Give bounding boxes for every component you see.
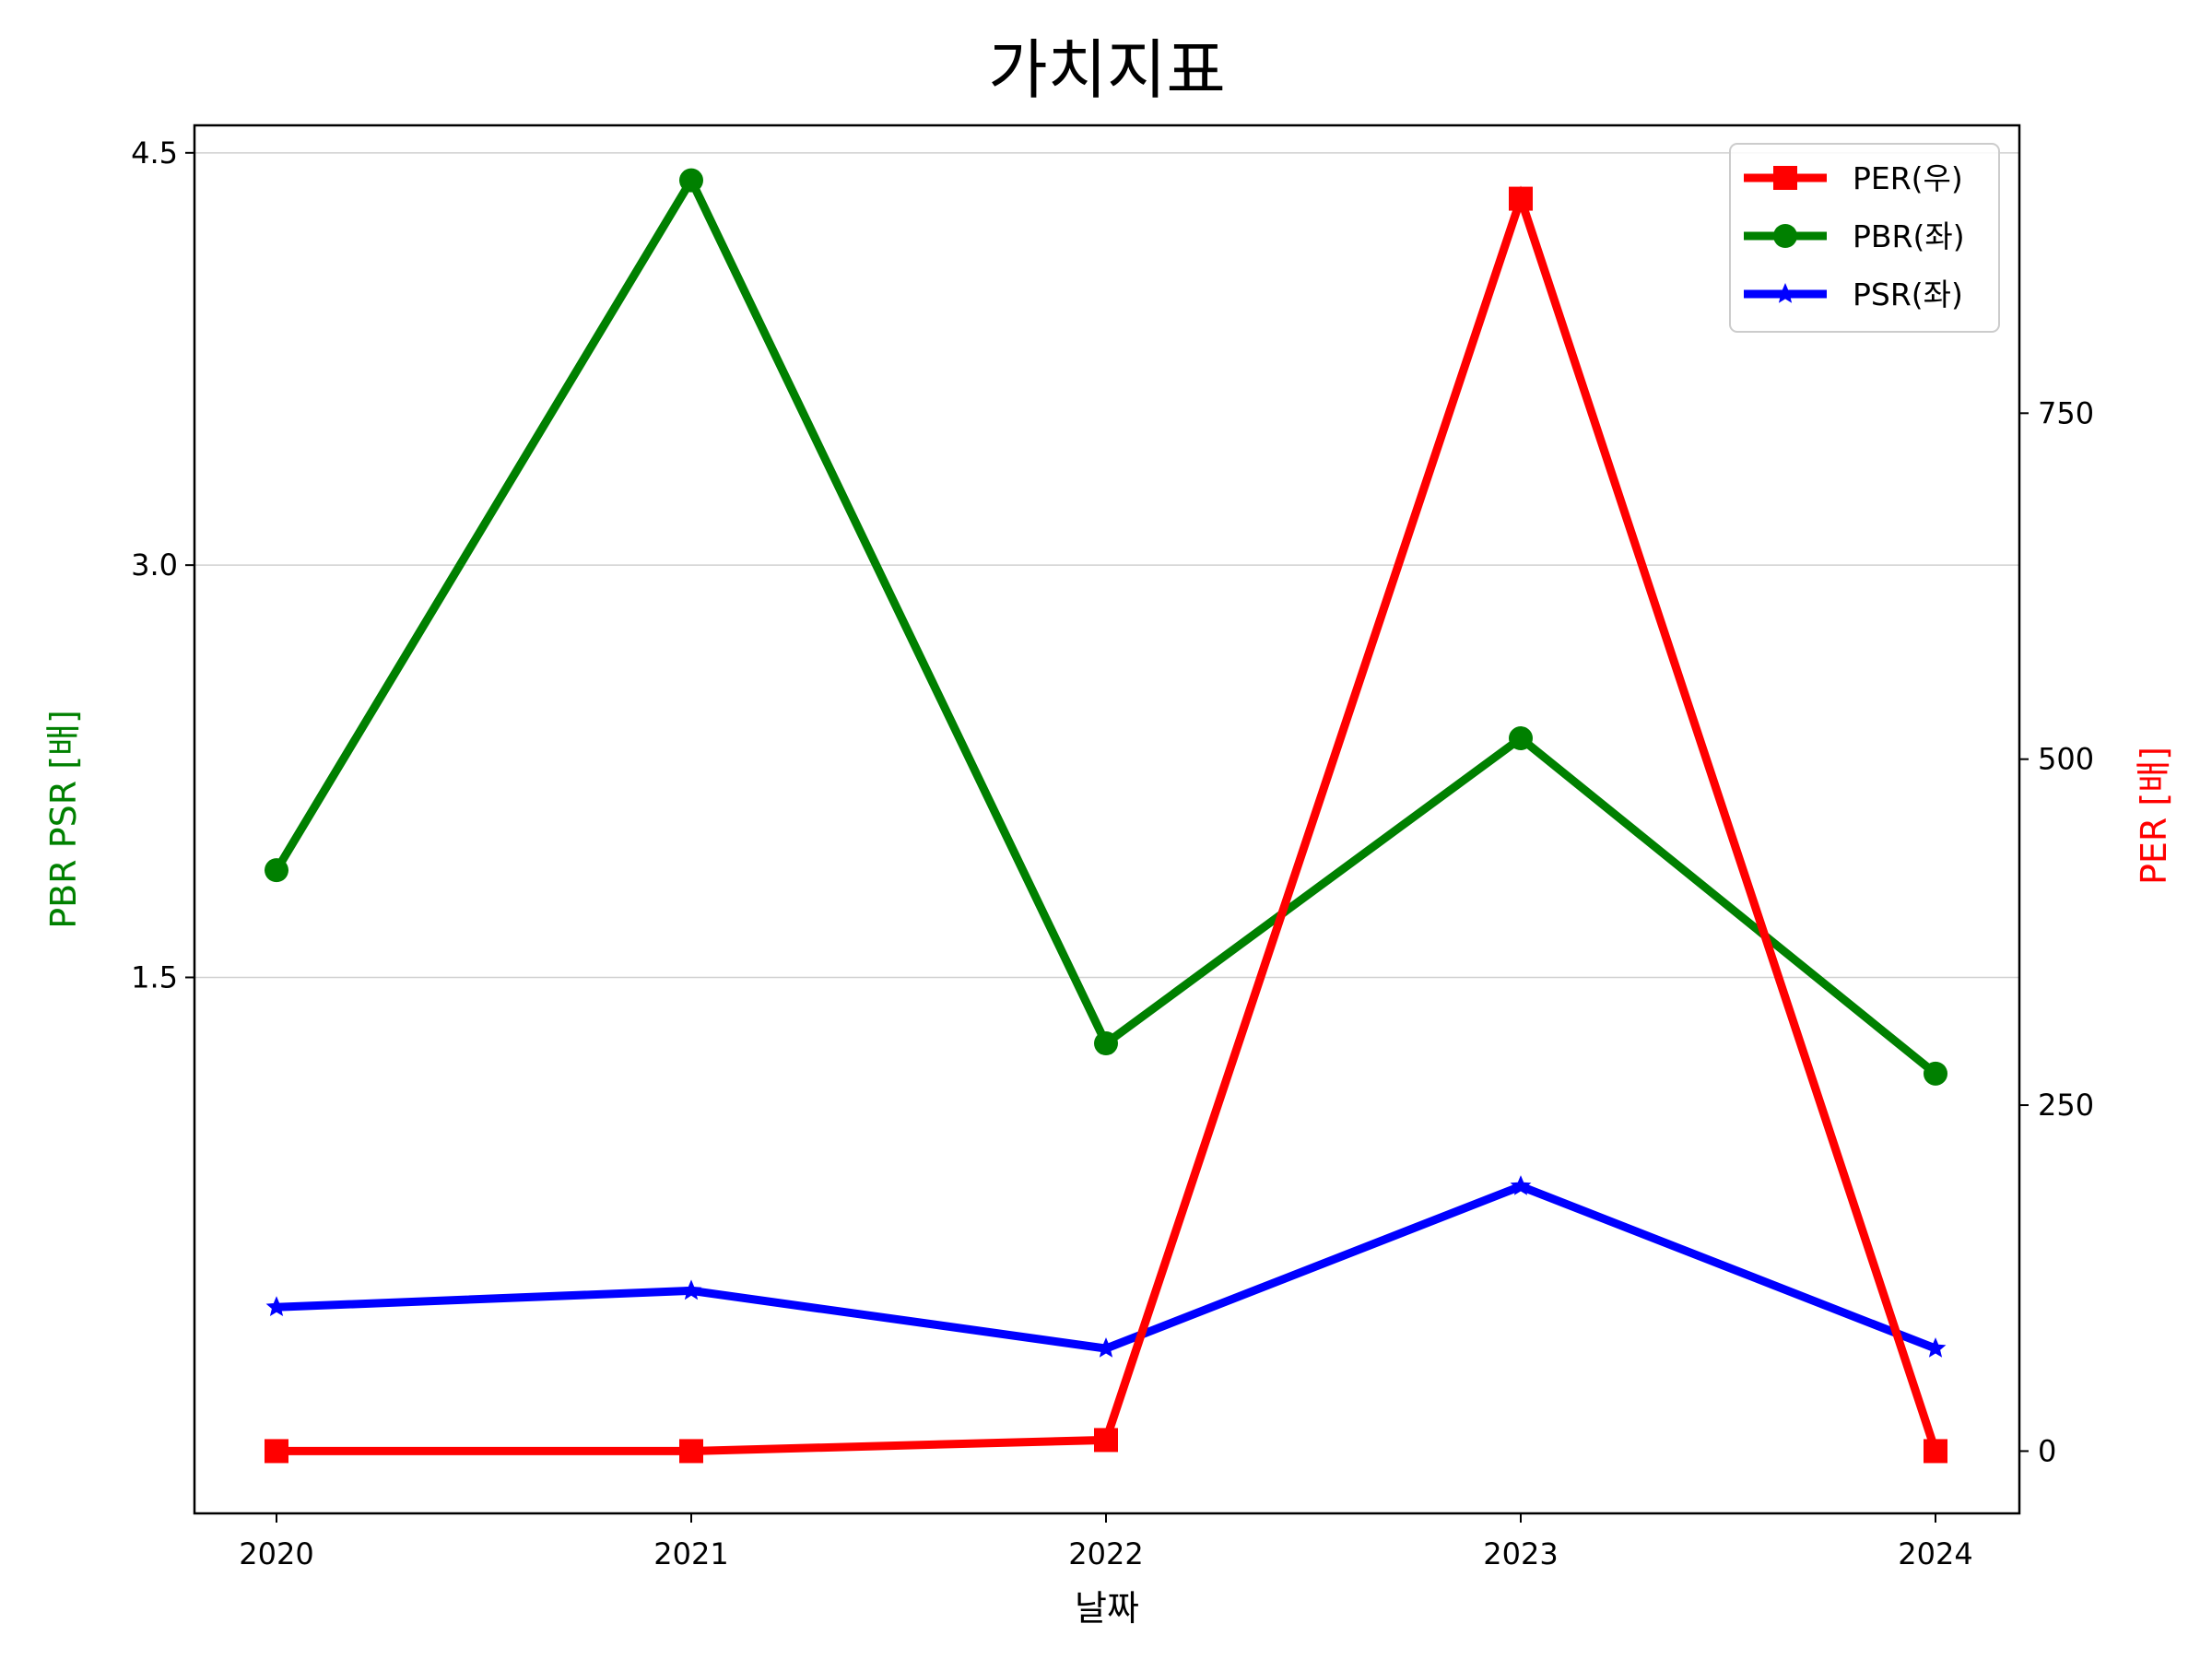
right-y-tick-label: 0	[2038, 1433, 2056, 1468]
x-tick-label: 2023	[1483, 1536, 1558, 1571]
right-y-tick-label: 750	[2038, 395, 2094, 430]
legend-label-psr: PSR(좌)	[1853, 276, 1963, 312]
data-point-pbr	[1509, 726, 1533, 751]
legend-label-pbr: PBR(좌)	[1853, 218, 1965, 254]
right-y-axis: 0 250 500 750	[2019, 395, 2094, 1468]
series-psr	[265, 1175, 1947, 1358]
left-y-tick-label: 1.5	[131, 959, 178, 994]
data-point-per	[679, 1439, 703, 1464]
data-point-pbr	[679, 168, 703, 193]
data-point-per	[1924, 1439, 1947, 1464]
x-axis: 2020 2021 2022 2023 2024	[239, 1513, 1973, 1571]
data-point-pbr	[1094, 1031, 1118, 1056]
series-pbr	[265, 168, 1947, 1086]
data-point-psr	[265, 1296, 288, 1316]
x-tick-label: 2021	[653, 1536, 728, 1571]
left-y-tick-label: 3.0	[131, 547, 178, 582]
series-per	[265, 185, 1947, 1464]
legend-entry-psr: PSR(좌)	[1744, 276, 1963, 312]
right-y-axis-label: PER [배]	[2134, 747, 2174, 885]
legend: PER(우) PBR(좌) PSR(좌)	[1729, 143, 2000, 333]
left-y-axis-label: PBR PSR [배]	[43, 710, 84, 929]
left-y-tick-label: 4.5	[131, 135, 178, 171]
legend-box	[1729, 143, 2000, 333]
data-point-pbr	[1924, 1061, 1947, 1086]
x-axis-label: 날짜	[1075, 1588, 1139, 1629]
data-point-psr	[1510, 1175, 1532, 1195]
legend-label-per: PER(우)	[1853, 160, 1963, 196]
grid-lines	[194, 152, 2019, 979]
x-tick-label: 2024	[1898, 1536, 1972, 1571]
legend-marker-psr	[1774, 283, 1796, 303]
data-point-psr	[1095, 1337, 1117, 1358]
legend-marker-per	[1773, 166, 1797, 190]
data-point-pbr	[265, 858, 288, 883]
left-y-axis: 1.5 3.0 4.5	[131, 135, 194, 994]
x-tick-label: 2020	[239, 1536, 313, 1571]
legend-entry-per: PER(우)	[1744, 160, 1963, 196]
data-point-psr	[680, 1279, 702, 1300]
right-y-tick-label: 250	[2038, 1088, 2094, 1123]
right-y-tick-label: 500	[2038, 742, 2094, 777]
data-point-per	[1094, 1428, 1118, 1453]
series-layer	[265, 168, 1947, 1464]
legend-entry-pbr: PBR(좌)	[1744, 218, 1965, 254]
data-point-per	[1509, 186, 1533, 211]
data-point-per	[265, 1439, 288, 1464]
data-point-psr	[1924, 1337, 1947, 1358]
x-tick-label: 2022	[1068, 1536, 1143, 1571]
legend-marker-pbr	[1773, 224, 1797, 248]
chart-title: 가치지표	[988, 32, 1226, 108]
